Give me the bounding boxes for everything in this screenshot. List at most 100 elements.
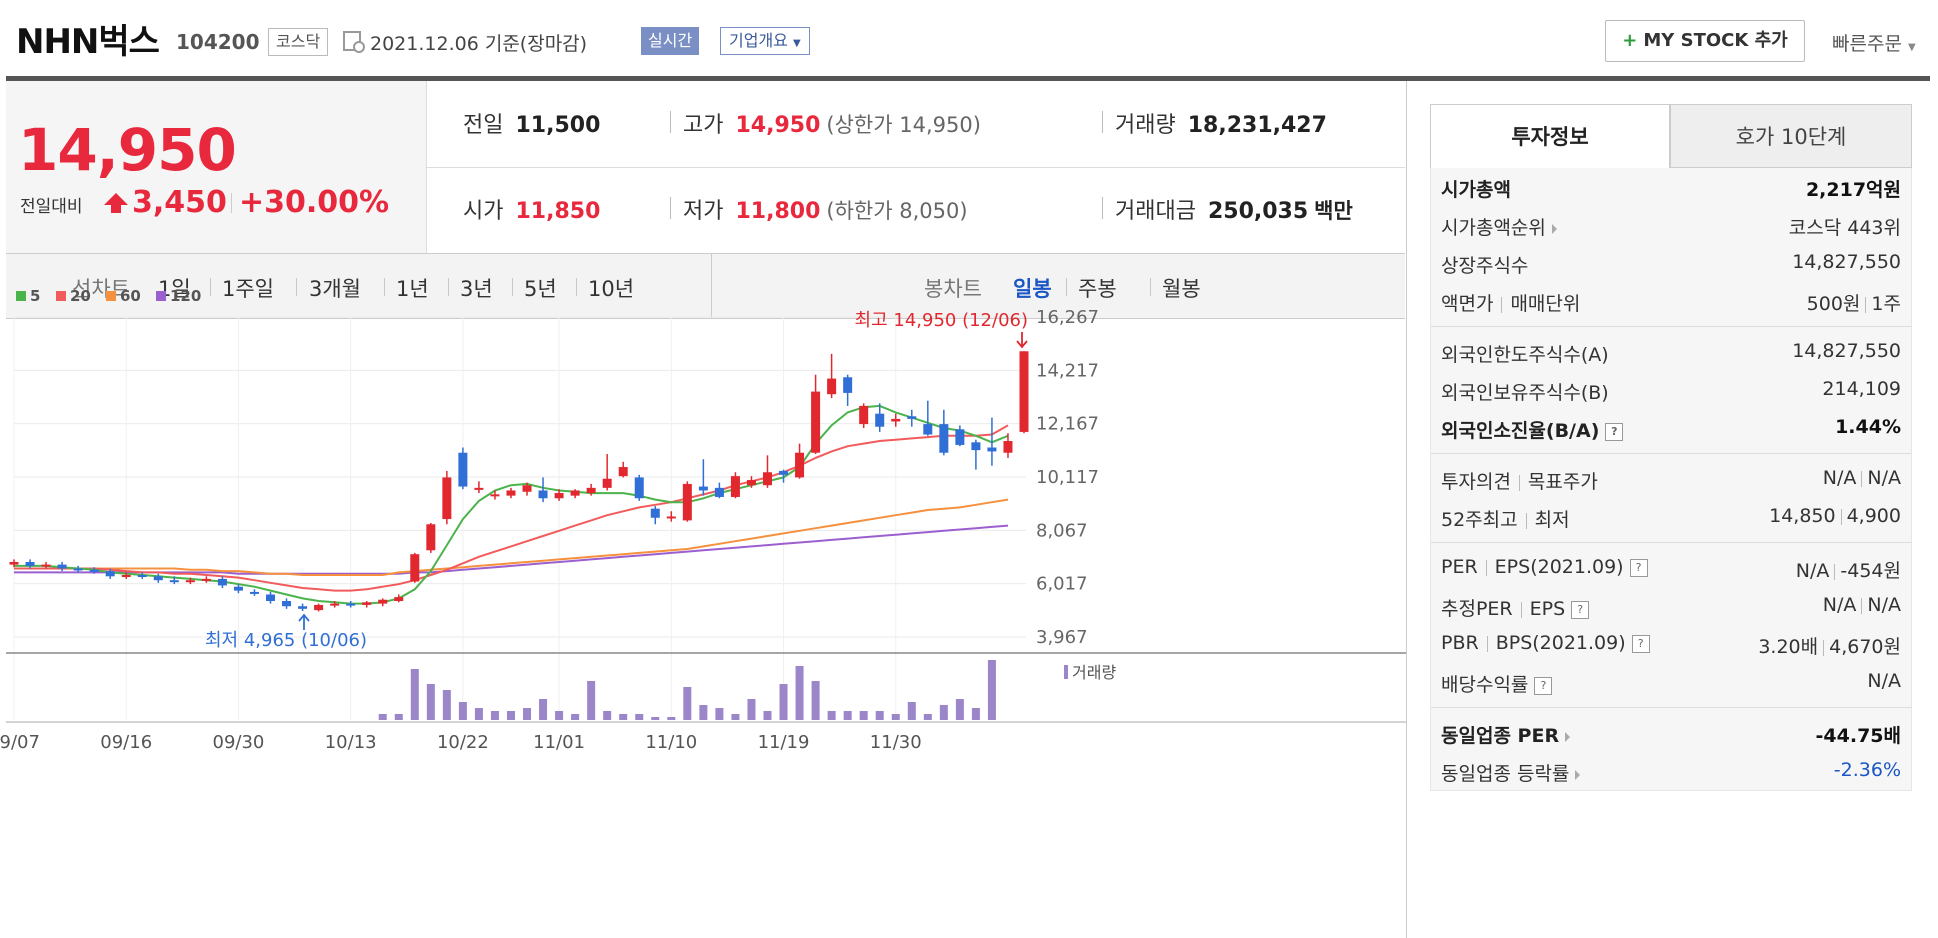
info-key: 시가총액 (1441, 179, 1511, 201)
change-label: 전일대비 (20, 197, 83, 217)
period-3y[interactable]: 3년 (460, 277, 493, 301)
x-tick-label: 09/07 (0, 732, 40, 753)
candle-body (538, 490, 548, 499)
candle-body (217, 578, 227, 586)
volume-bar (458, 702, 467, 720)
info-row: 동일업종 PER -44.75배 (1431, 714, 1911, 752)
candle-body (795, 452, 805, 478)
volume-bar (939, 705, 948, 720)
divider (711, 254, 712, 318)
stats-row: 시가 11,850 저가 11,800 (하한가 8,050) 거래대금 250,035… (427, 167, 1405, 253)
help-icon[interactable]: ? (1631, 634, 1650, 653)
volume-bar (987, 660, 996, 720)
candle-body (650, 508, 660, 518)
price-chart: 16,267 14,217 12,167 10,117 8,067 6,017 3,967 5… (0, 287, 1406, 938)
volume-bar (442, 690, 451, 720)
help-icon[interactable]: ? (1605, 422, 1624, 441)
volume-bar (506, 711, 515, 720)
divider (296, 278, 297, 296)
realtime-button[interactable]: 실시간 (641, 27, 700, 55)
candle-body (698, 486, 708, 491)
info-value: N/A -454원 (1795, 560, 1901, 582)
info-value: 14,827,550 (1792, 251, 1901, 273)
calendar-icon (343, 31, 365, 53)
change-value: 3,450 (132, 185, 227, 220)
help-icon[interactable]: ? (1534, 676, 1553, 695)
candle-monthly[interactable]: 월봉 (1162, 277, 1201, 301)
info-value: 500원 1주 (1806, 293, 1901, 315)
candle-body (298, 606, 308, 609)
candle-body (73, 568, 83, 571)
candle-body (939, 424, 949, 453)
info-row: 배당수익률? N/A (1431, 663, 1911, 701)
period-1y[interactable]: 1년 (396, 277, 429, 301)
info-value: 3.20배 4,670원 (1758, 636, 1901, 658)
info-key: 외국인보유주식수(B) (1441, 382, 1609, 404)
help-icon[interactable]: ? (1629, 558, 1648, 577)
volume-bar (683, 687, 692, 720)
info-key: PBR BPS(2021.09)? (1441, 632, 1650, 654)
x-tick-label: 11/30 (870, 732, 922, 753)
divider (231, 193, 232, 213)
my-stock-add-button[interactable]: + MY STOCK 추가 (1605, 20, 1805, 62)
info-key: PER EPS(2021.09)? (1441, 556, 1648, 578)
divider (1102, 111, 1103, 133)
y-tick-label: 16,267 (1036, 307, 1099, 328)
stat-prev: 전일 11,500 (463, 113, 601, 138)
candle-body (249, 591, 259, 594)
stats-grid: 전일 11,500 고가 14,950 (상한가 14,950) 거래량 18,231,… (427, 81, 1405, 253)
candle-body (923, 424, 933, 435)
info-row: 52주최고 최저 14,850 4,900 (1431, 498, 1911, 536)
candle-body (410, 554, 420, 582)
period-1w[interactable]: 1주일 (222, 277, 275, 301)
candle-daily[interactable]: 일봉 (1013, 277, 1052, 301)
volume-bar (410, 669, 419, 720)
stat-low: 저가 11,800 (하한가 8,050) (683, 199, 968, 224)
price-summary: 14,950 전일대비 3,450 +30.00% (6, 81, 427, 253)
divider (1150, 278, 1151, 296)
info-value: 214,109 (1822, 378, 1901, 400)
corp-overview-dropdown[interactable]: 기업개요 ▼ (720, 27, 810, 55)
y-tick-label: 6,017 (1036, 574, 1088, 595)
help-icon[interactable]: ? (1571, 600, 1590, 619)
candle-weekly[interactable]: 주봉 (1078, 277, 1117, 301)
stock-header: NHN벅스 104200 코스닥 2021.12.06 기준(장마감) 실시간 … (0, 0, 1938, 78)
candle-body (442, 477, 452, 520)
market-badge: 코스닥 (268, 28, 329, 56)
candle-body (891, 418, 901, 422)
up-arrow-icon (298, 613, 310, 630)
info-key: 상장주식수 (1441, 255, 1529, 277)
tab-invest-info[interactable]: 투자정보 (1430, 104, 1670, 168)
candle-body (522, 485, 532, 492)
info-key[interactable]: 동일업종 등락률 (1441, 759, 1581, 786)
info-value: 14,850 4,900 (1769, 505, 1901, 527)
info-value: N/A N/A (1822, 467, 1901, 489)
candle-body (330, 603, 340, 606)
volume-bar (651, 717, 660, 720)
divider (210, 278, 211, 296)
period-10y[interactable]: 10년 (588, 277, 635, 301)
volume-bar (747, 699, 756, 720)
period-5y[interactable]: 5년 (524, 277, 557, 301)
info-key[interactable]: 동일업종 PER (1441, 721, 1571, 748)
info-key[interactable]: 시가총액순위 (1441, 213, 1557, 240)
period-3m[interactable]: 3개월 (309, 277, 362, 301)
quick-order-dropdown[interactable]: 빠른주문 ▼ (1832, 33, 1916, 55)
candle-body (955, 429, 965, 445)
x-tick-label: 09/16 (100, 732, 152, 753)
info-key: 배당수익률? (1441, 670, 1553, 697)
y-tick-label: 10,117 (1036, 467, 1099, 488)
legend-swatch (106, 291, 116, 301)
ma120-line (14, 524, 1009, 575)
tab-order-book[interactable]: 호가 10단계 (1670, 104, 1912, 168)
info-value: -44.75배 (1815, 725, 1901, 747)
info-value: -2.36% (1833, 759, 1901, 781)
info-key: 외국인한도주식수(A) (1441, 344, 1609, 366)
candle-body (1003, 441, 1013, 453)
volume-bar (539, 699, 548, 720)
volume-bar (619, 714, 628, 720)
x-tick-label: 11/19 (758, 732, 810, 753)
volume-bar (667, 717, 676, 720)
candle-body (233, 586, 243, 591)
low-annotation: 최저 4,965 (10/06) (205, 630, 367, 651)
